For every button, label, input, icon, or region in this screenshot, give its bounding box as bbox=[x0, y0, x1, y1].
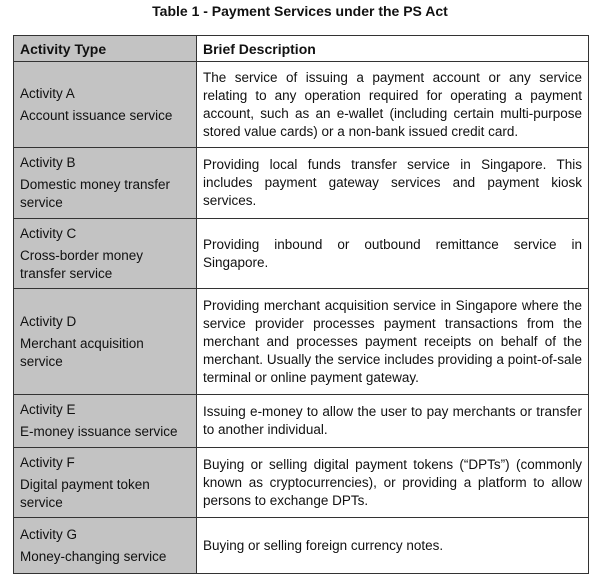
description-cell: Providing inbound or outbound remittance… bbox=[196, 218, 589, 289]
header-brief-description: Brief Description bbox=[196, 35, 589, 62]
activity-name: Digital payment token service bbox=[20, 476, 150, 510]
activity-cell: Activity C Cross-border money transfer se… bbox=[13, 218, 197, 289]
activity-name: Account issuance service bbox=[20, 107, 173, 123]
activity-label: Activity B bbox=[20, 155, 76, 170]
activity-name: Money-changing service bbox=[20, 548, 167, 564]
activity-cell: Activity B Domestic money transfer servic… bbox=[13, 147, 197, 219]
table-row: Activity D Merchant acquisition service P… bbox=[13, 288, 589, 395]
activity-name: E-money issuance service bbox=[20, 424, 178, 439]
activity-cell: Activity F Digital payment token service bbox=[13, 447, 197, 518]
table-header-row: Activity Type Brief Description bbox=[13, 35, 589, 62]
payment-services-table: Activity Type Brief Description Activity… bbox=[13, 35, 589, 574]
description-cell: The service of issuing a payment account… bbox=[196, 61, 589, 148]
table-row: Activity A Account issuance service The s… bbox=[13, 61, 589, 148]
table-row: Activity E E-money issuance service Issui… bbox=[13, 394, 589, 448]
table-row: Activity F Digital payment token service … bbox=[13, 447, 589, 518]
activity-cell: Activity G Money-changing service bbox=[13, 517, 197, 574]
activity-name: Cross-border money transfer service bbox=[20, 247, 144, 281]
description-cell: Buying or selling foreign currency notes… bbox=[196, 517, 589, 574]
description-cell: Providing merchant acquisition service i… bbox=[196, 288, 589, 395]
activity-label: Activity D bbox=[20, 313, 77, 329]
table-title: Table 1 - Payment Services under the PS … bbox=[152, 3, 448, 19]
activity-label: Activity E bbox=[20, 402, 76, 417]
description-cell: Buying or selling digital payment tokens… bbox=[196, 447, 589, 518]
table-row: Activity B Domestic money transfer servic… bbox=[13, 147, 589, 219]
activity-name: Merchant acquisition service bbox=[20, 335, 144, 369]
table-row: Activity G Money-changing service Buying … bbox=[13, 517, 589, 574]
activity-cell: Activity E E-money issuance service bbox=[13, 394, 197, 448]
activity-label: Activity F bbox=[20, 454, 75, 470]
table-row: Activity C Cross-border money transfer se… bbox=[13, 218, 589, 289]
activity-name: Domestic money transfer service bbox=[20, 177, 171, 210]
description-cell: Providing local funds transfer service i… bbox=[196, 147, 589, 219]
activity-cell: Activity A Account issuance service bbox=[13, 61, 197, 148]
activity-label: Activity G bbox=[20, 526, 78, 542]
activity-label: Activity C bbox=[20, 225, 77, 241]
header-activity-type: Activity Type bbox=[13, 35, 197, 62]
activity-label: Activity A bbox=[20, 85, 75, 101]
activity-cell: Activity D Merchant acquisition service bbox=[13, 288, 197, 395]
description-cell: Issuing e-money to allow the user to pay… bbox=[196, 394, 589, 448]
